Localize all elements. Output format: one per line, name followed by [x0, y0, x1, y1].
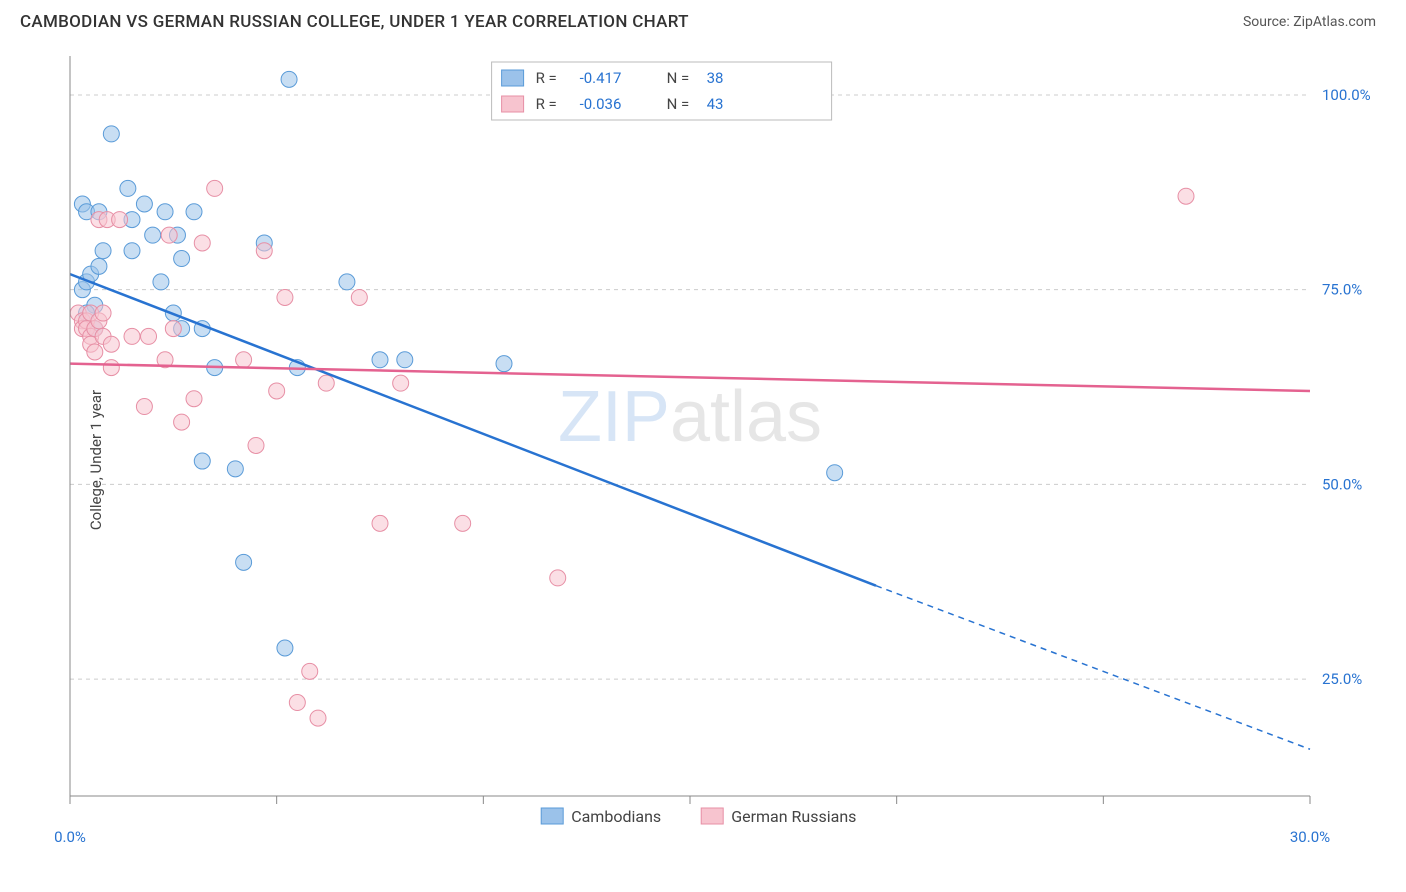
- data-point: [339, 274, 355, 290]
- chart-header: CAMBODIAN VS GERMAN RUSSIAN COLLEGE, UND…: [0, 0, 1406, 36]
- data-point: [372, 352, 388, 368]
- data-point: [397, 352, 413, 368]
- data-point: [269, 383, 285, 399]
- data-point: [194, 453, 210, 469]
- data-point: [1178, 188, 1194, 204]
- legend-r-label: R =: [536, 95, 557, 113]
- data-point: [310, 710, 326, 726]
- data-point: [186, 204, 202, 220]
- series-swatch: [541, 808, 563, 824]
- data-point: [277, 640, 293, 656]
- series-label: German Russians: [731, 807, 856, 826]
- data-point: [236, 554, 252, 570]
- data-point: [141, 328, 157, 344]
- data-point: [91, 258, 107, 274]
- data-point: [236, 352, 252, 368]
- data-point: [496, 356, 512, 372]
- data-point: [281, 71, 297, 87]
- data-point: [103, 336, 119, 352]
- series-label: Cambodians: [571, 807, 661, 826]
- data-point: [153, 274, 169, 290]
- chart-area: College, Under 1 year ZIPatlas 0.0% 30.0% 2…: [20, 48, 1386, 872]
- data-point: [207, 180, 223, 196]
- x-tick-label: 0.0%: [54, 828, 86, 846]
- data-point: [186, 391, 202, 407]
- data-point: [112, 212, 128, 228]
- data-point: [103, 360, 119, 376]
- y-tick-label: 50.0%: [1322, 475, 1362, 493]
- data-point: [95, 243, 111, 259]
- data-point: [289, 695, 305, 711]
- trend-line-extrapolated: [876, 586, 1310, 750]
- legend-swatch: [502, 70, 524, 86]
- data-point: [351, 289, 367, 305]
- y-axis-label: College, Under 1 year: [87, 390, 105, 530]
- y-tick-label: 75.0%: [1322, 281, 1362, 299]
- data-point: [455, 515, 471, 531]
- data-point: [550, 570, 566, 586]
- data-point: [120, 180, 136, 196]
- legend-n-value: 38: [707, 69, 724, 87]
- data-point: [124, 243, 140, 259]
- data-point: [145, 227, 161, 243]
- legend-n-value: 43: [707, 95, 724, 113]
- data-point: [256, 243, 272, 259]
- data-point: [302, 663, 318, 679]
- data-point: [161, 227, 177, 243]
- data-point: [124, 328, 140, 344]
- data-point: [318, 375, 334, 391]
- data-point: [372, 515, 388, 531]
- legend-r-label: R =: [536, 69, 557, 87]
- chart-title: CAMBODIAN VS GERMAN RUSSIAN COLLEGE, UND…: [20, 12, 689, 32]
- y-tick-label: 100.0%: [1322, 86, 1371, 104]
- data-point: [174, 414, 190, 430]
- chart-source: Source: ZipAtlas.com: [1243, 14, 1376, 30]
- data-point: [277, 289, 293, 305]
- data-point: [103, 126, 119, 142]
- data-point: [136, 399, 152, 415]
- data-point: [136, 196, 152, 212]
- x-tick-label: 30.0%: [1290, 828, 1330, 846]
- y-tick-label: 25.0%: [1322, 670, 1362, 688]
- legend-n-label: N =: [667, 95, 690, 113]
- watermark: ZIPatlas: [558, 377, 822, 457]
- data-point: [227, 461, 243, 477]
- scatter-chart: ZIPatlas 0.0% 30.0% 25.0% 50.0% 75.0% 100.0% R …: [20, 48, 1386, 872]
- data-point: [87, 344, 103, 360]
- data-point: [165, 321, 181, 337]
- data-point: [194, 235, 210, 251]
- data-point: [827, 465, 843, 481]
- data-point: [95, 305, 111, 321]
- data-point: [393, 375, 409, 391]
- legend-r-value: -0.417: [580, 69, 622, 87]
- data-point: [248, 437, 264, 453]
- data-point: [174, 251, 190, 267]
- legend-r-value: -0.036: [580, 95, 622, 113]
- legend-swatch: [502, 96, 524, 112]
- legend-n-label: N =: [667, 69, 690, 87]
- data-point: [157, 204, 173, 220]
- series-swatch: [701, 808, 723, 824]
